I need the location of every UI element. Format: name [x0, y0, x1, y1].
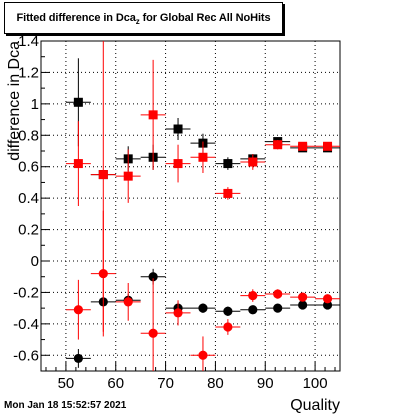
- footer-date: Mon Jan 18 15:52:57 2021: [4, 400, 127, 411]
- data-point-circle: [248, 305, 258, 315]
- y-tick-label: 0.2: [18, 222, 39, 239]
- plot-frame: [40, 40, 341, 372]
- y-tick-label: -0.6: [13, 347, 39, 364]
- data-point-circle: [273, 289, 283, 299]
- data-point-square: [123, 171, 133, 181]
- chart-title: Fitted difference in Dcaz for Global Rec…: [5, 12, 282, 26]
- grid-layer: [41, 40, 340, 371]
- data-point-square: [248, 157, 258, 167]
- data-point-circle: [73, 305, 83, 315]
- data-point-circle: [73, 353, 83, 364]
- data-point-circle: [273, 303, 283, 313]
- y-tick-label: -0.4: [13, 316, 39, 333]
- data-point-circle: [198, 303, 208, 313]
- axis-layer: 50 60 70 80 90 100 -0.6 -0.4 -0.2 0 0.2 0.4 0.6 0.8 1 1…: [13, 33, 336, 392]
- chart-title-subscript: z: [135, 17, 140, 27]
- series-1: [65, 41, 340, 332]
- data-point-circle: [322, 294, 333, 304]
- data-point-square: [173, 124, 183, 134]
- y-tick-label: 0: [31, 253, 39, 270]
- data-point-circle: [223, 322, 233, 332]
- data-point-circle: [148, 272, 158, 282]
- y-tick-label: 0.6: [18, 159, 39, 176]
- x-tick-label: 90: [257, 375, 274, 392]
- series-3: [65, 210, 340, 371]
- y-tick-label: 1.4: [18, 33, 39, 50]
- data-point-square: [273, 140, 283, 150]
- data-point-square: [298, 141, 308, 151]
- x-tick-label: 100: [303, 375, 328, 392]
- x-tick-label: 50: [58, 375, 75, 392]
- data-point-square: [98, 170, 108, 180]
- chart-title-box: Fitted difference in Dcaz for Global Rec…: [4, 2, 283, 34]
- data-point-circle: [98, 268, 108, 279]
- y-tick-label: -0.2: [13, 284, 39, 301]
- x-tick-label: 70: [157, 375, 174, 392]
- x-tick-label: 60: [107, 375, 124, 392]
- data-point-square: [148, 110, 158, 120]
- data-point-square: [173, 159, 183, 169]
- data-point-circle: [298, 292, 308, 302]
- y-tick-label: 1.2: [18, 64, 39, 81]
- series-layer: [65, 41, 340, 371]
- y-tick-label: 0.4: [18, 190, 39, 207]
- data-point-circle: [322, 300, 333, 310]
- data-point-circle: [173, 308, 183, 318]
- data-point-square: [223, 159, 233, 169]
- data-point-square: [223, 188, 233, 198]
- chart-title-prefix: Fitted difference in Dca: [16, 12, 136, 24]
- data-point-circle: [148, 328, 158, 338]
- x-tick-label: 80: [207, 375, 224, 392]
- data-point-circle: [198, 350, 208, 360]
- data-point-square: [323, 141, 333, 151]
- y-tick-label: 1: [31, 96, 39, 113]
- data-point-square: [73, 97, 83, 107]
- y-axis-title: difference in Dca: [6, 41, 23, 161]
- data-point-square: [198, 152, 208, 162]
- data-point-circle: [223, 306, 233, 316]
- data-point-square: [73, 159, 83, 169]
- data-point-circle: [248, 290, 258, 301]
- data-point-circle: [298, 300, 308, 310]
- data-point-circle: [123, 297, 133, 307]
- chart-title-suffix: for Global Rec All NoHits: [139, 12, 271, 24]
- y-tick-label: 0.8: [18, 127, 39, 144]
- x-axis-title: Quality: [290, 397, 340, 414]
